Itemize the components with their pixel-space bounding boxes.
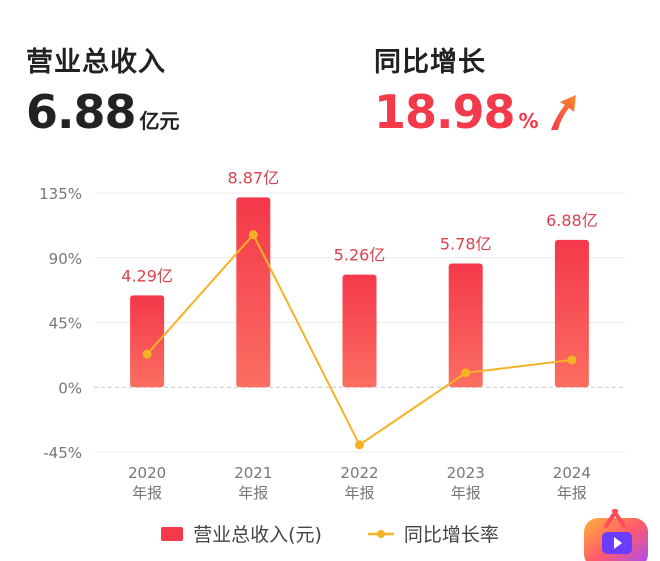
bar-series [130,197,589,388]
y-tick-label: 135% [39,185,82,203]
x-tick-label: 2023 年报 [447,464,485,502]
legend-line-label: 同比增长率 [403,524,499,546]
x-axis-ticks: 2020 年报 2021 年报 2022 年报 2023 年报 2024 年报 [128,464,591,502]
bar [342,274,377,388]
y-tick-label: 0% [58,379,82,397]
up-arrow-icon [550,95,576,130]
revenue-kpi-value-row: 6.88 亿元 [26,85,180,139]
y-tick-label: 45% [49,315,82,333]
bar [236,197,271,388]
legend-item-revenue[interactable]: 营业总收入(元) [161,520,322,547]
growth-kpi-value-row: 18.98 % [374,85,579,139]
growth-point [461,368,471,378]
legend-bar-swatch [161,526,184,541]
revenue-kpi-unit: 亿元 [139,109,180,133]
x-tick-label: 2021 年报 [234,464,272,502]
bar-value-label: 8.87亿 [227,168,279,187]
y-tick-label: 90% [49,250,82,268]
y-tick-label: -45% [43,444,82,462]
legend-line-swatch [367,529,394,538]
x-tick-label: 2022 年报 [340,464,378,502]
revenue-kpi-value: 6.88 [26,85,136,139]
growth-kpi-value: 18.98 [374,85,516,139]
x-tick-label: 2020 年报 [128,464,166,502]
revenue-kpi-label: 营业总收入 [26,47,166,78]
growth-point [248,230,258,240]
app-logo-icon [584,509,648,561]
bar [554,239,589,388]
bar-value-label: 6.88亿 [546,211,598,230]
x-tick-label: 2024 年报 [553,464,591,502]
legend: 营业总收入(元) 同比增长率 [0,520,660,547]
growth-point [142,349,152,359]
bar [130,295,165,388]
y-axis-ticks: -45% 0% 45% 90% 135% [39,185,82,462]
growth-point [355,440,364,450]
line-series [142,230,577,450]
growth-kpi: 同比增长 18.98 % [374,40,579,139]
revenue-growth-chart: -45% 0% 45% 90% 135% 4.29亿 8.87亿 5.26亿 5.78亿 6.8… [39,168,625,502]
growth-kpi-label: 同比增长 [374,47,486,78]
growth-point [567,355,577,365]
legend-bar-label: 营业总收入(元) [193,524,322,546]
revenue-kpi: 营业总收入 6.88 亿元 [26,40,180,139]
bar-value-labels: 4.29亿 8.87亿 5.26亿 5.78亿 6.88亿 [121,168,597,285]
legend-item-growth[interactable]: 同比增长率 [367,520,499,547]
growth-kpi-unit: % [518,109,539,133]
bar-value-label: 5.78亿 [440,234,492,253]
bar-value-label: 5.26亿 [334,246,386,265]
bar-value-label: 4.29亿 [121,266,173,285]
bar [448,263,483,388]
